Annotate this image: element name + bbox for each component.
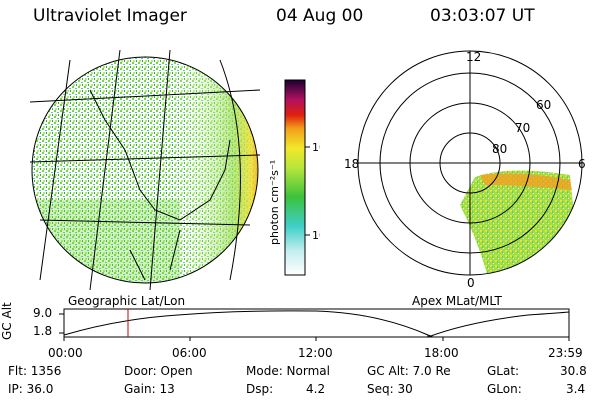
altitude-xtick-4: 23:59 [548, 346, 583, 360]
mlt-label-0: 0 [467, 276, 475, 290]
glon-value: 3.4 [566, 382, 586, 396]
geographic-image [30, 50, 260, 290]
altitude-xtick-3: 18:00 [424, 346, 459, 360]
colorbar: 100 10 photon cm⁻²s⁻¹ [268, 79, 320, 276]
time-label: 03:03:07 UT [430, 6, 535, 26]
instrument-title: Ultraviolet Imager [33, 6, 187, 26]
sequence-value: Seq: 30 [367, 382, 413, 396]
gc-altitude: GC Alt: 7.0 Re [367, 364, 451, 378]
colorbar-tick-100: 100 [312, 141, 320, 154]
dsp-value: 4.2 [306, 382, 326, 396]
dsp-label: Dsp: [246, 382, 274, 396]
date-label: 04 Aug 00 [276, 6, 364, 26]
altitude-xtick-0: 00:00 [48, 346, 83, 360]
ip-value: IP: 36.0 [8, 382, 54, 396]
altitude-xtick-2: 12:00 [298, 346, 333, 360]
mlt-label-12: 12 [466, 50, 481, 64]
gain-value: Gain: 13 [124, 382, 175, 396]
altitude-plot [59, 308, 570, 341]
mode-value: Mode: Normal [246, 364, 330, 378]
lat-label-70: 70 [515, 121, 530, 135]
mlt-label-18: 18 [344, 157, 359, 171]
altitude-ylabel: GC Alt [0, 302, 14, 340]
glat-value: 30.8 [560, 364, 587, 378]
door-status: Door: Open [124, 364, 193, 378]
altitude-ytick-high: 9.0 [33, 306, 53, 320]
colorbar-tick-10: 10 [312, 229, 320, 242]
flight-number: Flt: 1356 [8, 364, 62, 378]
mlt-label-6: 6 [578, 157, 586, 171]
altitude-xtick-1: 06:00 [172, 346, 207, 360]
lat-label-80: 80 [492, 142, 507, 156]
polar-label: Apex MLat/MLT [412, 294, 502, 308]
altitude-ytick-low: 1.8 [33, 324, 53, 338]
glat-label: GLat: [487, 364, 520, 378]
colorbar-unit-label: photon cm⁻²s⁻¹ [268, 160, 281, 245]
geographic-label: Geographic Lat/Lon [68, 294, 186, 308]
glon-label: GLon: [487, 382, 522, 396]
polar-plot: 12 18 6 0 60 70 80 [344, 50, 586, 290]
lat-label-60: 60 [536, 98, 551, 112]
